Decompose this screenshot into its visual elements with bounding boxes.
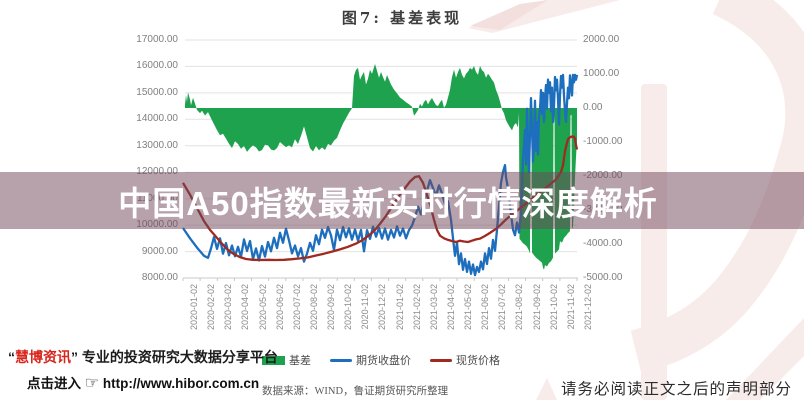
ribbon-watermark-accent-icon <box>470 0 548 30</box>
right-axis-label: 2000.00 <box>583 34 620 45</box>
brand-quote-open: “ <box>8 349 15 365</box>
x-axis-label: 2021-06-02 <box>480 284 490 331</box>
pointing-hand-icon: ☞ <box>84 375 100 392</box>
x-axis-label: 2020-01-02 <box>189 284 199 331</box>
x-axis-label: 2021-05-02 <box>463 284 473 331</box>
brand-quote-close: ” <box>71 349 78 365</box>
basis-area-series <box>185 64 577 270</box>
left-axis-label: 13000.00 <box>136 140 178 151</box>
headline-banner: 中国A50指数最新实时行情深度解析 <box>0 172 804 229</box>
x-axis-label: 2020-10-02 <box>343 284 353 331</box>
x-axis-label: 2021-10-02 <box>549 284 559 331</box>
headline-text: 中国A50指数最新实时行情深度解析 <box>118 184 658 222</box>
corner-band-watermark-icon <box>726 318 804 400</box>
x-axis-label: 2021-01-02 <box>395 284 405 331</box>
right-axis-label: -1000.00 <box>583 136 623 147</box>
right-axis-label: 0.00 <box>583 102 603 113</box>
left-axis-label: 9000.00 <box>141 246 178 257</box>
chart-legend: 基差 期货收盘价 现货价格 <box>262 352 500 368</box>
right-axis-label: -5000.00 <box>583 272 623 283</box>
x-axis-label: 2020-07-02 <box>292 284 302 331</box>
brand-line: “慧博资讯” 专业的投资研究大数据分享平台 <box>8 347 278 367</box>
left-axis-label: 15000.00 <box>136 87 178 98</box>
x-axis-label: 2020-03-02 <box>223 284 233 331</box>
disclaimer-text: 请务必阅读正文之后的声明部分 <box>560 381 792 398</box>
site-link-line: 点击进入 ☞ http://www.hibor.com.cn <box>27 372 259 393</box>
stem-watermark-icon <box>641 84 667 400</box>
left-axis-label: 16000.00 <box>136 60 178 71</box>
x-axis-label: 2021-04-02 <box>446 284 456 331</box>
futures-line-series <box>182 73 579 277</box>
brand-tagline: 专业的投资研究大数据分享平台 <box>78 349 278 365</box>
data-source-note: 数据来源：WIND，鲁证期货研究所整理 <box>262 386 449 397</box>
futures-swatch-icon <box>330 358 352 362</box>
corner-wedge-watermark-icon <box>536 378 557 400</box>
x-axis-label: 2021-03-02 <box>429 284 439 331</box>
basis-swatch-icon <box>262 355 285 365</box>
legend-label: 期货收盘价 <box>356 355 411 367</box>
left-axis-label: 8000.00 <box>141 272 178 283</box>
brand-name: 慧博资讯 <box>15 349 71 365</box>
x-axis-label: 2020-12-02 <box>377 284 387 331</box>
x-axis-label: 2021-11-02 <box>566 284 576 330</box>
legend-item-basis: 基差 <box>262 352 311 368</box>
legend-label: 现货价格 <box>456 355 500 367</box>
x-axis-label: 2020-02-02 <box>206 284 216 331</box>
right-axis-label: 1000.00 <box>583 68 620 79</box>
legend-item-futures: 期货收盘价 <box>330 352 411 368</box>
site-url-link[interactable]: http://www.hibor.com.cn <box>102 376 260 391</box>
left-axis-label: 12000.00 <box>128 166 178 178</box>
x-axis-label: 2020-09-02 <box>326 284 336 331</box>
spot-swatch-icon <box>430 358 452 362</box>
x-axis-label: 2021-02-02 <box>412 284 422 331</box>
left-axis-label: 14000.00 <box>136 113 178 124</box>
x-axis-label: 2020-08-02 <box>309 284 319 331</box>
x-axis-label: 2021-08-02 <box>514 284 524 331</box>
x-axis-label: 2021-12-02 <box>583 284 593 331</box>
cta-label[interactable]: 点击进入 <box>27 376 81 391</box>
x-axis-label: 2020-06-02 <box>275 284 285 331</box>
x-axis-label: 2020-05-02 <box>258 284 268 331</box>
x-axis-label: 2020-11-02 <box>360 284 370 330</box>
legend-item-spot: 现货价格 <box>430 352 500 368</box>
x-axis-label: 2020-04-02 <box>240 284 250 331</box>
legend-label: 基差 <box>289 355 311 367</box>
x-axis-label: 2021-07-02 <box>497 284 507 331</box>
chart-title: 图7: 基差表现 <box>341 9 463 27</box>
left-axis-label: 17000.00 <box>136 34 178 45</box>
x-axis-label: 2021-09-02 <box>532 284 542 331</box>
right-axis-label: -4000.00 <box>583 238 623 249</box>
